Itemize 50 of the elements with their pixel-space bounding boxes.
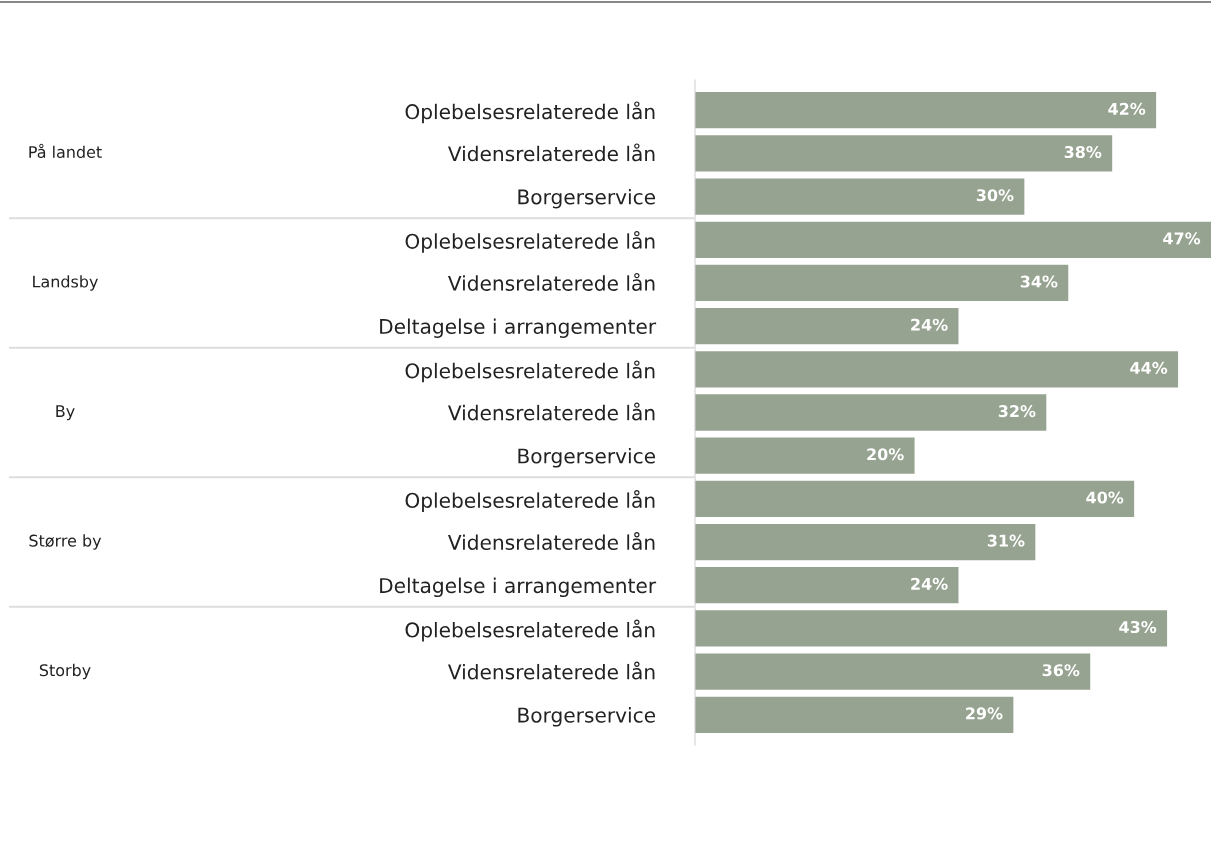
y-tick-label: Borgerservice — [518, 448, 656, 468]
data-label: 31% — [987, 534, 1025, 547]
data-label: 44% — [1130, 361, 1168, 374]
bar — [695, 92, 1157, 129]
y-tick-label: Oplebelsesrelaterede lån — [405, 360, 655, 383]
y-tick-label: Oplebelsesrelaterede lån — [405, 619, 655, 642]
y-tick-label: Borgerservice — [518, 707, 656, 727]
data-label: 32% — [998, 405, 1036, 418]
y-tick-label: Vidensrelaterede lån — [447, 661, 655, 680]
text: Landsby — [33, 275, 98, 291]
bar — [695, 178, 1025, 215]
bar — [695, 610, 1168, 647]
bar — [695, 523, 1036, 561]
bar — [695, 696, 1014, 733]
y-tick-label: Deltagelse i arrangementer — [380, 318, 657, 338]
text: Storby — [39, 663, 91, 680]
y-tick-label: Borgerservice — [518, 188, 656, 209]
y-tick-label: Oplebelsesrelaterede lån — [405, 490, 655, 512]
data-label: 20% — [867, 448, 904, 461]
data-label: 47% — [1163, 232, 1201, 245]
bar — [695, 308, 959, 345]
data-label: 24% — [911, 318, 948, 331]
bar — [695, 653, 1091, 690]
y-tick-label: Oplebelsesrelaterede lån — [405, 230, 655, 253]
y-tick-label: Vidensrelaterede lån — [447, 143, 655, 162]
bar — [695, 437, 915, 474]
data-label: 34% — [1020, 275, 1058, 288]
data-label: 42% — [1108, 102, 1146, 115]
bar — [695, 135, 1113, 172]
bar — [695, 264, 1069, 302]
y-tick-label: Vidensrelaterede lån — [447, 532, 655, 550]
bar — [695, 221, 1211, 258]
data-label: 24% — [911, 577, 948, 590]
text: På landet — [29, 143, 102, 159]
text: By — [56, 405, 75, 421]
text: Større by — [29, 534, 102, 550]
y-tick-label: Deltagelse i arrangementer — [380, 577, 657, 598]
data-label: 38% — [1064, 145, 1102, 159]
y-tick-label: Vidensrelaterede lån — [447, 272, 655, 291]
bar — [695, 480, 1135, 517]
data-label: 40% — [1086, 491, 1124, 504]
bar — [695, 351, 1179, 388]
y-tick-label: Vidensrelaterede lån — [447, 402, 655, 421]
y-tick-label: Oplebelsesrelaterede lån — [405, 101, 655, 124]
data-label: 43% — [1119, 620, 1157, 634]
bar — [695, 567, 959, 604]
data-label: 29% — [966, 707, 1003, 720]
bar — [695, 394, 1047, 431]
data-label: 30% — [976, 189, 1014, 202]
data-label: 36% — [1042, 664, 1080, 677]
